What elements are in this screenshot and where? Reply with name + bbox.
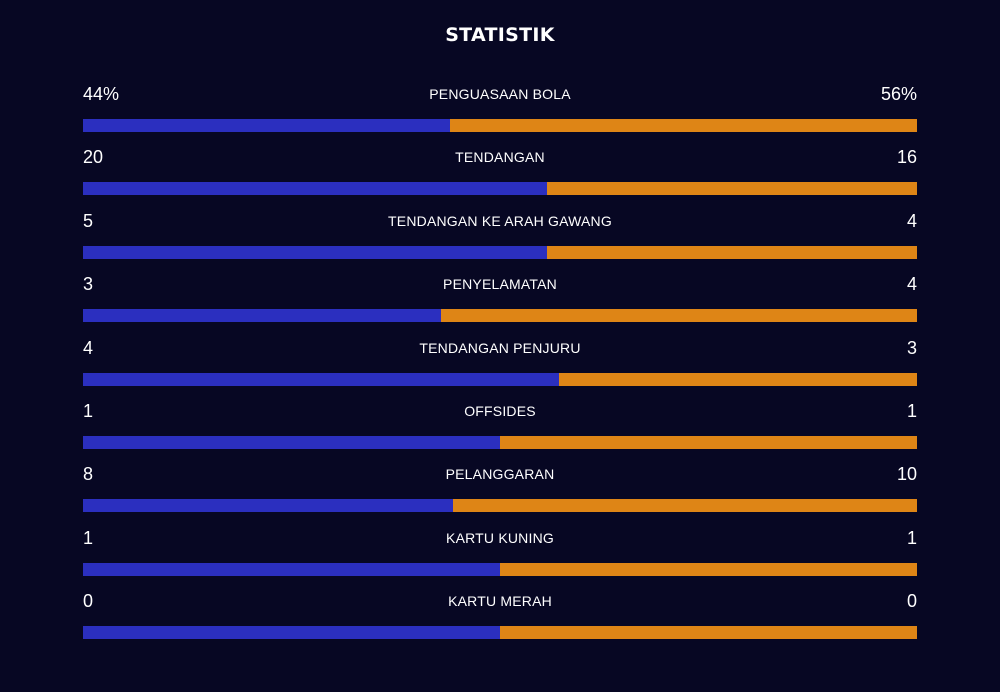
home-value: 20 [83, 147, 104, 168]
home-value: 1 [83, 527, 94, 548]
home-bar-segment [83, 562, 500, 576]
stat-row-pelanggaran: 8 PELANGGARAN 10 [83, 460, 917, 523]
away-bar-segment [449, 119, 917, 132]
comparison-bar [83, 119, 917, 132]
home-value: 44% [83, 84, 120, 104]
stat-row-tendangan: 20 TENDANGAN 16 [83, 143, 917, 206]
comparison-bar [83, 245, 917, 259]
home-bar-segment [83, 245, 547, 259]
away-bar-segment [546, 245, 917, 259]
home-value: 5 [83, 210, 94, 231]
panel-title: STATISTIK [445, 24, 555, 46]
away-value: 16 [896, 147, 917, 168]
comparison-bar [83, 562, 917, 576]
stat-row-penyelamatan: 3 PENYELAMATAN 4 [83, 270, 917, 333]
stat-label: KARTU KUNING [446, 529, 554, 546]
home-bar-segment [83, 499, 454, 513]
comparison-bar [83, 626, 917, 640]
stat-label: PENYELAMATAN [443, 276, 557, 293]
away-value: 3 [906, 337, 917, 358]
away-bar-segment [440, 309, 917, 323]
stat-label: PELANGGARAN [445, 466, 555, 483]
stat-label: OFFSIDES [464, 402, 536, 419]
home-bar-segment [83, 626, 500, 640]
home-bar-segment [83, 182, 547, 196]
home-bar-segment [83, 119, 450, 132]
stat-row-tendangan-penjuru: 4 TENDANGAN PENJURU 3 [83, 334, 917, 397]
away-value: 56% [880, 84, 917, 104]
away-value: 4 [906, 210, 917, 231]
stat-label: KARTU MERAH [448, 593, 552, 610]
away-value: 1 [906, 400, 917, 421]
stats-list: 44% PENGUASAAN BOLA 56% 20 TENDANGAN 16 [83, 80, 917, 651]
away-bar-segment [546, 182, 917, 196]
home-value: 0 [83, 591, 94, 612]
stat-label: TENDANGAN [455, 149, 545, 166]
home-bar-segment [83, 372, 560, 386]
comparison-bar [83, 372, 917, 386]
home-bar-segment [83, 435, 500, 449]
home-value: 4 [83, 337, 94, 358]
stat-row-kartu-merah: 0 KARTU MERAH 0 [83, 587, 917, 650]
comparison-bar [83, 435, 917, 449]
home-bar-segment [83, 309, 441, 323]
comparison-bar [83, 182, 917, 196]
away-value: 10 [896, 464, 917, 485]
comparison-bar [83, 309, 917, 323]
away-value: 1 [906, 527, 917, 548]
home-value: 3 [83, 274, 94, 295]
home-value: 8 [83, 464, 94, 485]
away-bar-segment [500, 562, 917, 576]
away-bar-segment [453, 499, 917, 513]
away-bar-segment [500, 626, 917, 640]
comparison-bar [83, 499, 917, 513]
stat-row-tendangan-ke-arah-gawang: 5 TENDANGAN KE ARAH GAWANG 4 [83, 207, 917, 270]
stat-label: TENDANGAN PENJURU [419, 339, 581, 356]
away-bar-segment [559, 372, 917, 386]
stat-label: TENDANGAN KE ARAH GAWANG [388, 212, 612, 229]
stat-row-offsides: 1 OFFSIDES 1 [83, 397, 917, 460]
stat-label: PENGUASAAN BOLA [429, 86, 571, 102]
stat-row-kartu-kuning: 1 KARTU KUNING 1 [83, 524, 917, 587]
stat-row-penguasaan-bola: 44% PENGUASAAN BOLA 56% [83, 80, 917, 143]
away-value: 0 [906, 591, 917, 612]
away-bar-segment [500, 435, 917, 449]
away-value: 4 [906, 274, 917, 295]
home-value: 1 [83, 400, 94, 421]
